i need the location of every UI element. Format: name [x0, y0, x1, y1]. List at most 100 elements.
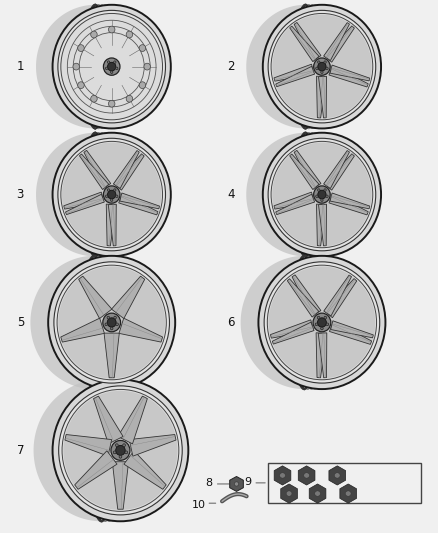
Ellipse shape [107, 189, 110, 191]
Polygon shape [75, 451, 117, 489]
Polygon shape [329, 466, 346, 485]
Ellipse shape [286, 491, 292, 496]
Polygon shape [324, 150, 350, 189]
Text: 5: 5 [17, 316, 24, 329]
Polygon shape [108, 204, 116, 246]
Ellipse shape [263, 5, 381, 128]
Ellipse shape [59, 386, 182, 515]
Text: 1: 1 [17, 60, 24, 73]
Ellipse shape [317, 316, 320, 319]
Ellipse shape [326, 195, 328, 198]
Ellipse shape [109, 100, 115, 107]
Ellipse shape [64, 391, 177, 510]
Polygon shape [230, 477, 244, 491]
Polygon shape [119, 193, 158, 215]
Polygon shape [317, 76, 326, 118]
Ellipse shape [78, 82, 84, 88]
Ellipse shape [346, 491, 351, 496]
Ellipse shape [264, 262, 380, 383]
Polygon shape [271, 320, 314, 338]
Ellipse shape [113, 451, 116, 454]
Ellipse shape [108, 190, 116, 199]
Ellipse shape [107, 318, 116, 327]
Ellipse shape [314, 58, 330, 75]
Polygon shape [118, 396, 147, 444]
Ellipse shape [126, 31, 133, 38]
Polygon shape [65, 434, 112, 456]
Ellipse shape [271, 13, 373, 120]
Polygon shape [79, 154, 109, 190]
Ellipse shape [318, 190, 326, 199]
Ellipse shape [139, 82, 146, 88]
Polygon shape [329, 193, 368, 215]
Ellipse shape [321, 71, 323, 74]
Ellipse shape [326, 67, 328, 70]
Ellipse shape [61, 141, 162, 248]
Ellipse shape [316, 195, 318, 198]
Ellipse shape [53, 133, 171, 256]
Ellipse shape [316, 67, 318, 70]
Polygon shape [274, 64, 314, 81]
Polygon shape [324, 22, 350, 61]
Ellipse shape [116, 446, 125, 455]
Ellipse shape [106, 67, 108, 70]
FancyBboxPatch shape [268, 463, 421, 503]
Ellipse shape [279, 473, 285, 478]
Polygon shape [331, 321, 373, 338]
Ellipse shape [335, 473, 340, 478]
Ellipse shape [304, 473, 309, 478]
Ellipse shape [48, 256, 175, 389]
Polygon shape [120, 193, 159, 209]
Ellipse shape [144, 63, 150, 70]
Ellipse shape [272, 143, 371, 246]
Polygon shape [61, 318, 104, 342]
Polygon shape [84, 150, 111, 189]
Ellipse shape [53, 5, 171, 128]
Ellipse shape [53, 379, 188, 521]
Ellipse shape [125, 451, 127, 454]
Ellipse shape [123, 444, 125, 447]
Polygon shape [124, 451, 166, 489]
Polygon shape [316, 333, 327, 378]
Polygon shape [290, 154, 319, 190]
Ellipse shape [106, 195, 108, 198]
Polygon shape [329, 321, 371, 344]
Polygon shape [290, 26, 319, 62]
Ellipse shape [110, 327, 113, 330]
Ellipse shape [103, 186, 120, 203]
Ellipse shape [318, 318, 326, 327]
Polygon shape [330, 193, 370, 209]
Polygon shape [113, 150, 139, 189]
Ellipse shape [324, 61, 326, 63]
Ellipse shape [263, 133, 381, 256]
Polygon shape [94, 396, 123, 444]
Text: 4: 4 [227, 188, 234, 201]
Ellipse shape [103, 58, 120, 75]
Polygon shape [34, 379, 120, 521]
Polygon shape [309, 484, 326, 503]
Polygon shape [79, 276, 112, 319]
Ellipse shape [114, 316, 117, 319]
Ellipse shape [110, 71, 113, 74]
Ellipse shape [107, 61, 110, 63]
Ellipse shape [126, 95, 133, 102]
Polygon shape [276, 66, 314, 87]
Polygon shape [112, 276, 145, 319]
Polygon shape [324, 154, 354, 190]
Ellipse shape [116, 323, 118, 326]
Polygon shape [287, 279, 319, 317]
Ellipse shape [318, 189, 320, 191]
Ellipse shape [267, 265, 377, 379]
Ellipse shape [318, 62, 326, 71]
Ellipse shape [61, 13, 162, 120]
Ellipse shape [321, 199, 323, 201]
Ellipse shape [103, 313, 120, 332]
Polygon shape [64, 192, 104, 209]
Ellipse shape [58, 10, 166, 123]
Polygon shape [119, 318, 162, 342]
Polygon shape [246, 5, 322, 128]
Ellipse shape [119, 455, 122, 458]
Text: 7: 7 [17, 444, 24, 457]
Ellipse shape [73, 63, 79, 70]
Polygon shape [318, 76, 326, 118]
